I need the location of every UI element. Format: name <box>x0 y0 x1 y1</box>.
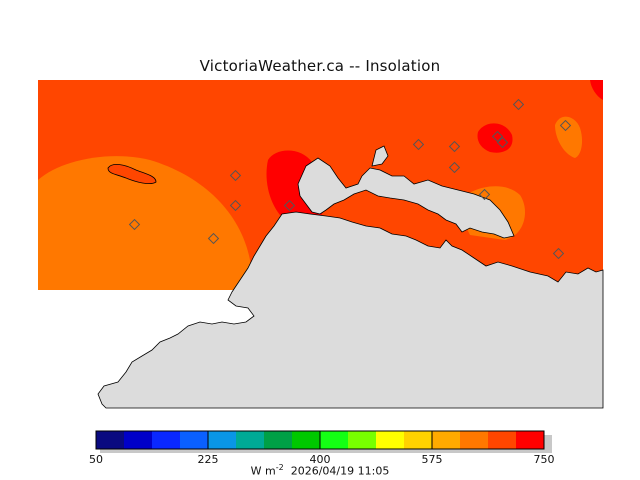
high-contour-ne-corner <box>590 80 603 100</box>
timestamp: 2026/04/19 11:05 <box>290 464 390 478</box>
station-marker <box>552 247 565 260</box>
legend-color-cell <box>236 431 265 449</box>
legend-tick-label: 400 <box>309 453 331 466</box>
legend-color-cell <box>180 431 209 449</box>
station-marker <box>128 218 141 231</box>
legend-color-cell <box>488 431 517 449</box>
legend-color-cell <box>404 431 433 449</box>
legend-color-cell <box>516 431 545 449</box>
units-exponent: -2 <box>275 463 284 472</box>
station-markers <box>128 98 572 260</box>
land-mass <box>97 211 604 409</box>
legend-color-cell <box>320 431 349 449</box>
low-contour-west <box>38 156 252 290</box>
station-marker <box>448 161 461 174</box>
station-marker <box>478 188 491 201</box>
high-contour-east <box>477 123 513 153</box>
legend-color-cell <box>348 431 377 449</box>
station-marker <box>283 199 296 212</box>
peninsula <box>297 157 515 239</box>
inlet-land <box>371 145 389 167</box>
legend-color-cell <box>292 431 321 449</box>
station-marker <box>512 98 525 111</box>
units-label: W m <box>250 464 276 478</box>
legend-color-cell <box>124 431 153 449</box>
legend-color-cell <box>208 431 237 449</box>
station-marker <box>229 169 242 182</box>
island <box>107 164 157 185</box>
legend-tick-label: 750 <box>533 453 555 466</box>
legend-cells <box>96 431 545 449</box>
legend-color-cell <box>152 431 181 449</box>
map-title: VictoriaWeather.ca -- Insolation <box>199 57 441 75</box>
legend-tick-label: 50 <box>89 453 103 466</box>
legend-color-cell <box>460 431 489 449</box>
legend-ticks <box>207 431 433 449</box>
legend-footer: W m-2 2026/04/19 11:05 <box>0 463 640 478</box>
station-marker <box>496 136 509 149</box>
station-marker <box>229 199 242 212</box>
station-marker <box>448 140 461 153</box>
station-marker <box>491 130 504 143</box>
legend-color-cell <box>96 431 125 449</box>
legend-color-cell <box>264 431 293 449</box>
station-marker <box>412 138 425 151</box>
legend-tick-label: 575 <box>421 453 443 466</box>
station-marker <box>559 119 572 132</box>
legend-color-cell <box>376 431 405 449</box>
station-marker <box>207 232 220 245</box>
legend-color-cell <box>432 431 461 449</box>
legend-tick-label: 225 <box>197 453 219 466</box>
